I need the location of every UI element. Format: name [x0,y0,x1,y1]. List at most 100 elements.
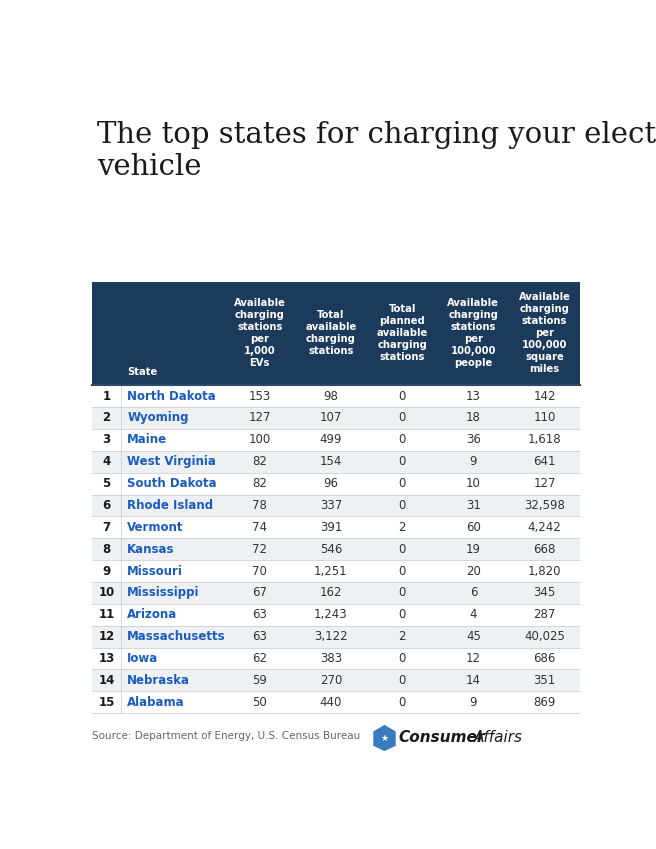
Text: 127: 127 [533,477,556,490]
Text: 0: 0 [398,477,406,490]
Text: 0: 0 [398,455,406,468]
Text: 50: 50 [253,695,267,709]
Text: 0: 0 [398,587,406,599]
Text: 1,243: 1,243 [314,608,348,621]
Text: 63: 63 [253,630,267,643]
Text: 10: 10 [98,587,115,599]
Text: 8: 8 [102,543,111,555]
Text: 15: 15 [98,695,115,709]
Text: 78: 78 [253,499,267,512]
Text: 351: 351 [533,674,556,687]
Bar [92,516,580,538]
Text: 13: 13 [466,390,481,402]
Text: Arizona: Arizona [127,608,178,621]
Text: 11: 11 [98,608,115,621]
Bar [92,626,580,648]
Text: Source: Department of Energy, U.S. Census Bureau: Source: Department of Energy, U.S. Censu… [92,731,360,741]
Bar [92,582,580,604]
Text: 499: 499 [319,433,342,447]
Text: 0: 0 [398,565,406,577]
Bar [92,669,580,691]
Text: 14: 14 [98,674,115,687]
Bar [92,648,580,669]
Text: 59: 59 [253,674,267,687]
Text: 10: 10 [466,477,481,490]
Bar [92,451,580,473]
Bar [92,407,580,429]
Text: Rhode Island: Rhode Island [127,499,213,512]
Text: 2: 2 [398,630,406,643]
Text: 18: 18 [466,412,481,424]
Bar [92,691,580,713]
Text: Alabama: Alabama [127,695,185,709]
Text: 9: 9 [102,565,111,577]
Text: Mississippi: Mississippi [127,587,200,599]
Text: 1: 1 [102,390,111,402]
Text: South Dakota: South Dakota [127,477,217,490]
Text: Total
available
charging
stations: Total available charging stations [305,311,357,357]
Text: 62: 62 [252,652,267,665]
Text: 4,242: 4,242 [527,520,562,534]
Text: 0: 0 [398,543,406,555]
Text: 153: 153 [249,390,271,402]
Polygon shape [373,725,396,751]
Text: 107: 107 [319,412,342,424]
Text: North Dakota: North Dakota [127,390,216,402]
Text: 287: 287 [533,608,556,621]
Text: 32,598: 32,598 [524,499,565,512]
Text: 7: 7 [102,520,111,534]
Text: 4: 4 [470,608,477,621]
Text: 3,122: 3,122 [314,630,348,643]
Text: Affairs: Affairs [474,730,523,745]
Text: The top states for charging your electric
vehicle: The top states for charging your electri… [97,121,656,181]
Text: Nebraska: Nebraska [127,674,190,687]
Text: Vermont: Vermont [127,520,184,534]
Text: 162: 162 [319,587,342,599]
Text: 2: 2 [398,520,406,534]
Text: 6: 6 [102,499,111,512]
Text: 0: 0 [398,674,406,687]
Text: 345: 345 [533,587,556,599]
Text: 440: 440 [319,695,342,709]
Text: 641: 641 [533,455,556,468]
Text: 337: 337 [319,499,342,512]
Text: 96: 96 [323,477,338,490]
Bar [92,560,580,582]
Bar [92,429,580,451]
Text: Total
planned
available
charging
stations: Total planned available charging station… [377,305,428,363]
Text: Wyoming: Wyoming [127,412,189,424]
Text: 391: 391 [319,520,342,534]
Text: 0: 0 [398,433,406,447]
Text: 0: 0 [398,695,406,709]
Bar [92,385,580,407]
Text: State: State [127,368,157,377]
Text: Maine: Maine [127,433,167,447]
Text: Available
charging
stations
per
1,000
EVs: Available charging stations per 1,000 EV… [234,299,285,368]
Text: West Virginia: West Virginia [127,455,216,468]
Text: 9: 9 [470,455,477,468]
Text: 127: 127 [249,412,271,424]
Text: 1,251: 1,251 [314,565,348,577]
Text: 40,025: 40,025 [524,630,565,643]
Text: 1,820: 1,820 [528,565,562,577]
Text: 668: 668 [533,543,556,555]
Text: 31: 31 [466,499,481,512]
Text: 14: 14 [466,674,481,687]
Text: 12: 12 [466,652,481,665]
Text: Missouri: Missouri [127,565,183,577]
Text: Kansas: Kansas [127,543,174,555]
Text: 9: 9 [470,695,477,709]
Text: 869: 869 [533,695,556,709]
Text: 100: 100 [249,433,271,447]
Text: 546: 546 [319,543,342,555]
Text: Massachusetts: Massachusetts [127,630,226,643]
Text: 13: 13 [98,652,115,665]
Text: 82: 82 [253,455,267,468]
Text: 270: 270 [319,674,342,687]
Text: 686: 686 [533,652,556,665]
Text: 0: 0 [398,499,406,512]
Text: Available
charging
stations
per
100,000
people: Available charging stations per 100,000 … [447,299,499,368]
Text: ★: ★ [380,734,388,743]
Text: 0: 0 [398,652,406,665]
Text: 5: 5 [102,477,111,490]
